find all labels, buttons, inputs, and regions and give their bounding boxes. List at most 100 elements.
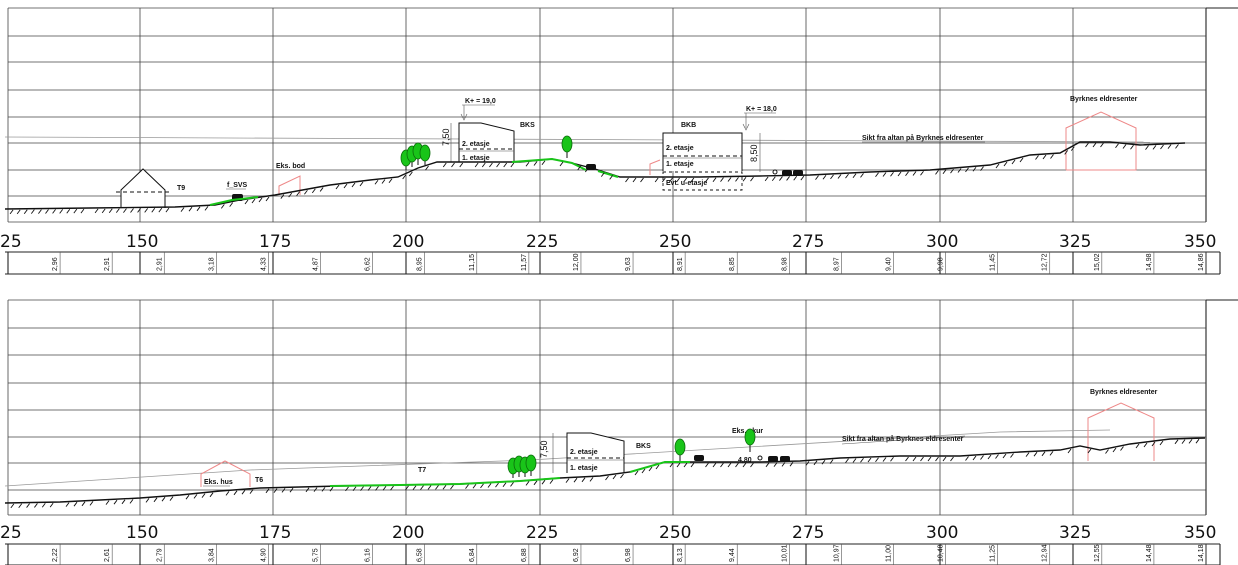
hatch-mark: [541, 479, 546, 485]
hatch-mark: [669, 462, 674, 468]
hatch-mark: [288, 192, 293, 198]
bottom-bks-label: BKS: [636, 443, 651, 450]
top-building-bks: [458, 122, 515, 162]
hatch-mark: [890, 171, 894, 177]
hatch-mark: [510, 162, 515, 168]
hatch-mark: [10, 503, 15, 509]
hatch-mark: [115, 208, 120, 213]
hatch-mark: [712, 177, 717, 183]
hatch-mark: [73, 501, 78, 507]
hatch-mark: [605, 475, 609, 481]
hatch-mark: [121, 499, 126, 505]
hatch-mark: [1092, 142, 1097, 148]
hatch-mark: [600, 172, 605, 177]
hatch-mark: [935, 456, 939, 462]
hatch-mark: [425, 165, 429, 171]
hatch-mark: [180, 207, 185, 212]
hatch-mark: [59, 209, 64, 214]
hatch-mark: [1033, 451, 1038, 457]
hatch-mark: [420, 485, 424, 490]
hatch-mark: [280, 194, 285, 199]
hatch-mark: [1085, 142, 1089, 148]
hatch-mark: [489, 162, 493, 168]
height-value: 6,58: [417, 548, 424, 562]
hatch-mark: [669, 177, 673, 183]
hatch-mark: [935, 170, 939, 175]
hatch-mark: [273, 488, 278, 493]
hatch-mark: [525, 481, 530, 486]
hatch-mark: [49, 502, 54, 508]
hatch-mark: [375, 486, 379, 491]
hatch-mark: [822, 174, 827, 180]
hatch-mark: [450, 484, 454, 490]
hatch-mark: [345, 486, 349, 492]
height-value: 2,61: [104, 548, 111, 562]
hatch-mark: [727, 177, 732, 182]
hatch-mark: [258, 197, 263, 203]
hatch-mark: [101, 208, 106, 214]
height-value: 12,00: [573, 253, 580, 271]
hatch-mark: [80, 208, 85, 214]
hatch-mark: [995, 163, 1000, 169]
bottom-grid: [7, 299, 1238, 516]
height-value: 4,90: [260, 548, 267, 562]
hatch-mark: [129, 499, 134, 504]
hatch-mark: [830, 174, 834, 180]
hatch-mark: [209, 492, 214, 498]
hatch-mark: [16, 209, 21, 215]
hatch-mark: [805, 461, 810, 466]
top-terrain: [4, 141, 1186, 210]
tree-crown: [561, 135, 573, 153]
bottom-section-profile: Byrknes eldresenter Sikt fra altan på By…: [0, 299, 1238, 565]
hatch-mark: [1175, 144, 1179, 149]
hatch-mark: [241, 489, 246, 495]
axis-label: 175: [259, 232, 291, 252]
hatch-mark: [1174, 439, 1179, 445]
height-value: 3,84: [208, 548, 215, 562]
hatch-mark: [1035, 155, 1039, 160]
height-value: 6,84: [469, 548, 476, 562]
hatch-mark: [442, 162, 447, 168]
hatch-mark: [541, 160, 546, 166]
hatch-mark: [942, 456, 947, 462]
hatch-mark: [735, 177, 739, 182]
height-value: 14,18: [1198, 544, 1205, 562]
hatch-mark: [972, 166, 977, 172]
axis-label: 250: [659, 232, 691, 252]
height-value: 5,75: [313, 548, 320, 562]
hatch-mark: [352, 486, 357, 492]
hatch-mark: [720, 462, 724, 468]
height-value: 9,98: [938, 257, 945, 271]
bottom-sight-label: Sikt fra altan på Byrknes eldresenter: [842, 435, 964, 443]
height-value: 6,98: [625, 548, 632, 562]
hatch-mark: [496, 162, 500, 168]
height-value: 2,79: [156, 548, 163, 562]
hatch-mark: [26, 503, 30, 508]
hatch-mark: [655, 464, 660, 470]
hatch-mark: [1160, 144, 1164, 150]
hatch-mark: [867, 457, 872, 463]
hatch-mark: [559, 161, 564, 167]
hatch-mark: [137, 208, 141, 213]
hatch-mark: [1070, 146, 1075, 151]
hatch-mark: [786, 176, 790, 181]
top-green-1: [209, 196, 259, 206]
hatch-mark: [1145, 145, 1149, 150]
top-bks-floor2: 2. etasje: [462, 141, 490, 148]
hatch-mark: [319, 187, 324, 192]
height-value: 4,33: [260, 257, 267, 271]
tree-crown: [525, 454, 537, 472]
height-value: 11,25: [990, 545, 997, 562]
hatch-mark: [625, 177, 629, 183]
hatch-mark: [305, 487, 310, 493]
top-bks-dim: 7,50: [441, 128, 451, 146]
hatch-mark: [66, 208, 71, 214]
top-byrknes-building: [1065, 111, 1137, 171]
hatch-mark: [474, 162, 479, 168]
height-value: 2,91: [104, 257, 111, 271]
hatch-mark: [359, 181, 364, 187]
hatch-mark: [690, 462, 695, 468]
hatch-mark: [427, 485, 432, 490]
hatch-mark: [1112, 447, 1117, 453]
hatch-mark: [153, 497, 158, 503]
